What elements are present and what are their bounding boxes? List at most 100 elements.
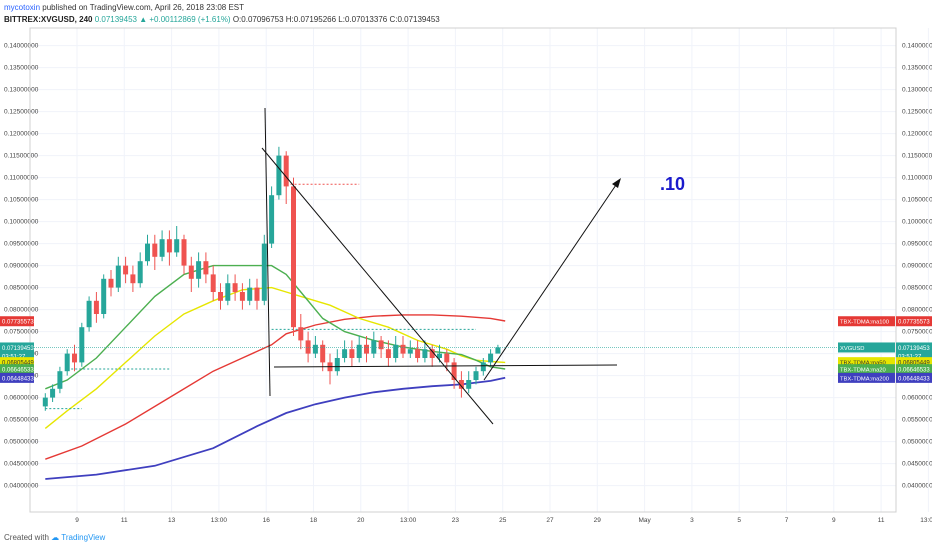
- x-tick-label: 13:00: [400, 517, 417, 524]
- price-label-left: [0, 372, 34, 383]
- y-tick-label-right: 0.14000000: [902, 43, 932, 50]
- candle-body: [64, 353, 70, 372]
- legend-tag: [838, 316, 895, 327]
- y-tick-label-left: 0.13000000: [4, 87, 39, 94]
- candle-body: [488, 353, 494, 363]
- price-label-right-text: 0.06448433: [898, 376, 930, 382]
- price-label-right: [896, 372, 932, 383]
- y-tick-label-right: 0.12500000: [902, 109, 932, 116]
- x-tick-label: 29: [594, 517, 602, 524]
- target-annotation: .10: [660, 174, 685, 194]
- published-text: published on TradingView.com, April 26, …: [42, 3, 245, 12]
- legend-tag: [838, 364, 895, 375]
- author-name[interactable]: mycotoxin: [4, 3, 41, 12]
- ohlc-high: H:0.07195266: [285, 15, 337, 24]
- candle-body: [72, 353, 77, 363]
- y-tick-label-left: 0.12000000: [4, 131, 39, 138]
- ma20-line: [45, 264, 506, 390]
- x-tick-label: 9: [832, 517, 836, 524]
- candle-body: [422, 349, 428, 358]
- y-tick-label-right: 0.09500000: [902, 241, 932, 248]
- y-tick-label-left: 0.05000000: [4, 439, 39, 446]
- price-label-left: [0, 316, 34, 327]
- x-tick-label: 20: [357, 517, 365, 524]
- y-tick-label-left: 0.11000000: [4, 175, 38, 182]
- y-tick-label-left: 0.06000000: [4, 395, 39, 402]
- candle-body: [123, 265, 129, 275]
- candle-body: [356, 344, 362, 358]
- legend-tag-text: TBX-TDMA:ma20: [840, 368, 886, 374]
- legend-tag-text: TBX-TDMA:ma200: [840, 376, 889, 382]
- candle-body: [451, 362, 457, 380]
- candle-body: [225, 283, 231, 301]
- ma200-line: [45, 376, 506, 480]
- drawn-vertical-line: [264, 107, 271, 397]
- y-tick-label-right: 0.10000000: [902, 219, 932, 226]
- x-tick-label: 18: [310, 517, 318, 524]
- y-tick-label-left: 0.10000000: [4, 219, 39, 226]
- y-tick-label-left: 0.12500000: [4, 109, 39, 116]
- candle-body: [480, 362, 486, 372]
- candle-body: [181, 239, 187, 266]
- ma50-line: [44, 286, 506, 429]
- candle-body: [437, 353, 442, 358]
- x-tick-label: 3: [690, 517, 694, 524]
- price-label-left-text: 0.06448433: [2, 376, 34, 382]
- legend-tag-text: TBX-TDMA:ma100: [840, 320, 889, 326]
- candle-body: [371, 340, 377, 354]
- x-tick-label: 25: [499, 517, 507, 524]
- candle-body: [378, 340, 384, 350]
- candle-body: [86, 300, 92, 328]
- candle-body: [444, 353, 450, 363]
- price-label-right: [896, 350, 932, 361]
- y-tick-label-left: 0.04000000: [4, 483, 39, 490]
- x-tick-label: 5: [737, 517, 741, 524]
- candle-body: [174, 239, 180, 253]
- y-tick-label-left: 0.10500000: [4, 197, 39, 204]
- candle-body: [50, 388, 56, 398]
- candle-body: [254, 287, 260, 301]
- y-tick-label-right: 0.10500000: [902, 197, 932, 204]
- y-tick-label-right: 0.04000000: [902, 483, 932, 490]
- legend-tag-text: TBX-TDMA:ma50: [840, 361, 886, 367]
- tradingview-logo-icon: ☁: [51, 533, 60, 542]
- created-with-text: Created with: [4, 533, 49, 542]
- ohlc-close: C:0.07139453: [389, 15, 440, 24]
- price-label-left-text: 0.06646533: [2, 368, 34, 374]
- candle-body: [393, 344, 399, 358]
- price-label-right: [896, 364, 932, 375]
- y-tick-label-right: 0.08500000: [902, 285, 932, 292]
- candle-body: [269, 195, 275, 244]
- candle-body: [108, 278, 114, 288]
- price-label-right: [896, 357, 932, 368]
- candle-body: [458, 380, 464, 389]
- y-tick-label-left: 0.07500000: [4, 329, 39, 336]
- candle-body: [188, 265, 194, 279]
- price-label-left: [0, 342, 34, 353]
- candle-body: [334, 358, 340, 372]
- tradingview-brand[interactable]: TradingView: [61, 533, 106, 542]
- candle-body: [57, 371, 63, 389]
- price-label-left-text: 0.07139453: [2, 346, 34, 352]
- candle-body: [466, 380, 472, 389]
- legend-tag: [838, 357, 895, 368]
- candle-body: [159, 239, 165, 257]
- candle-body: [320, 344, 326, 363]
- x-tick-label: 27: [546, 517, 554, 524]
- candle-body: [342, 349, 348, 358]
- price-label-left: [0, 357, 34, 368]
- y-tick-label-right: 0.06000000: [902, 395, 932, 402]
- candle-body: [473, 371, 479, 380]
- y-tick-label-right: 0.13000000: [902, 87, 932, 94]
- plot-frame: [29, 27, 897, 513]
- candle-body: [385, 349, 391, 358]
- x-tick-label: 16: [263, 517, 271, 524]
- last-price: 0.07139453: [94, 15, 137, 24]
- legend-tag: [838, 342, 895, 353]
- candle-body: [415, 349, 421, 358]
- ohlc-low: L:0.07013376: [338, 15, 388, 24]
- y-tick-label-right: 0.11000000: [902, 175, 932, 182]
- candle-body: [232, 283, 238, 292]
- candle-body: [101, 278, 107, 314]
